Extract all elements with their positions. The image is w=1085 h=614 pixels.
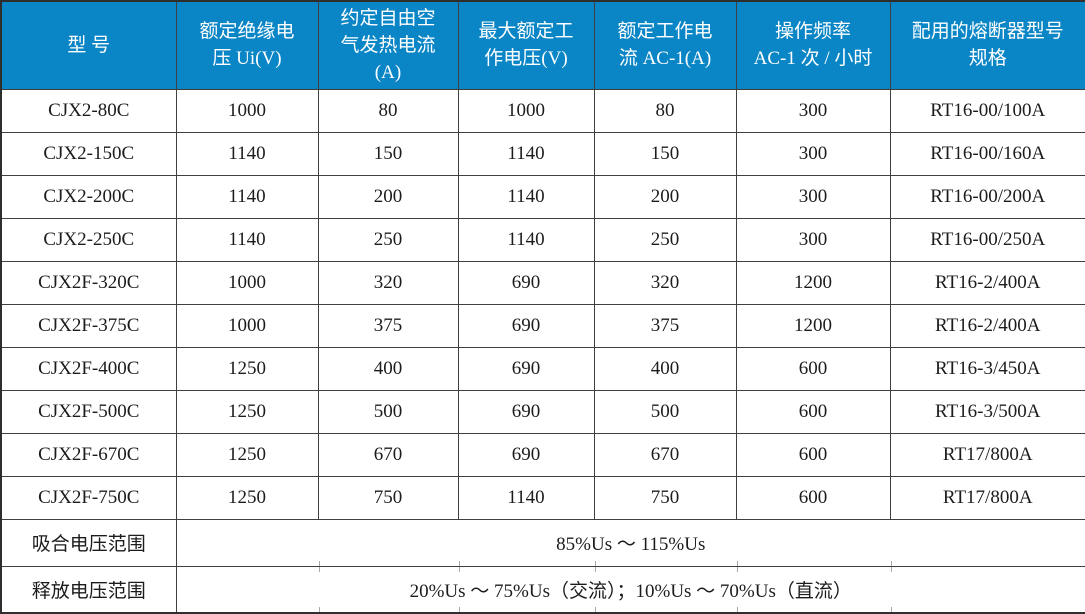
cell-rated-insulation-voltage: 1140 <box>175 174 319 219</box>
cell-model: CJX2-80C <box>0 88 177 133</box>
cell-model: CJX2-250C <box>0 217 177 262</box>
footer-row-release-voltage-range: 释放电压范围 20%Us ～ 75%Us（交流）；10%Us ～ 70%Us（直… <box>0 565 1085 614</box>
cell-model: CJX2F-375C <box>0 303 177 348</box>
cell-model: CJX2F-320C <box>0 260 177 305</box>
cell-rated-insulation-voltage: 1250 <box>175 432 319 477</box>
cell-fuse-spec: RT16-00/100A <box>889 88 1085 133</box>
header-cell-rated-insulation-voltage: 额定绝缘电 压 Ui(V) <box>175 0 319 90</box>
cell-model: CJX2-150C <box>0 131 177 176</box>
table-body: CJX2-80C 1000 80 1000 80 300 RT16-00/100A CJX2-… <box>0 88 1085 614</box>
cell-free-air-thermal-current: 320 <box>317 260 459 305</box>
cell-free-air-thermal-current: 150 <box>317 131 459 176</box>
cell-free-air-thermal-current: 750 <box>317 475 459 520</box>
header-cell-fuse-spec: 配用的熔断器型号 规格 <box>889 0 1085 90</box>
cell-model: CJX2F-500C <box>0 389 177 434</box>
cell-rated-insulation-voltage: 1140 <box>175 217 319 262</box>
header-cell-free-air-thermal-current: 约定自由空 气发热电流 (A) <box>317 0 459 90</box>
table-header: 型 号 额定绝缘电 压 Ui(V) 约定自由空 气发热电流 (A) 最大额定工 … <box>0 0 1085 90</box>
footer-value-pickup-voltage-range: 85%Us ～ 115%Us <box>175 518 1085 567</box>
cell-free-air-thermal-current: 80 <box>317 88 459 133</box>
table-row: CJX2F-500C 1250 500 690 500 600 RT16-3/500A <box>0 389 1085 434</box>
cell-rated-insulation-voltage: 1250 <box>175 475 319 520</box>
footer-value-release-voltage-range: 20%Us ～ 75%Us（交流）；10%Us ～ 70%Us（直流） <box>175 565 1085 614</box>
cell-rated-working-current: 200 <box>593 174 737 219</box>
cell-rated-working-current: 750 <box>593 475 737 520</box>
table-row: CJX2-150C 1140 150 1140 150 300 RT16-00/160A <box>0 131 1085 176</box>
cell-fuse-spec: RT16-2/400A <box>889 303 1085 348</box>
cell-rated-working-current: 320 <box>593 260 737 305</box>
cell-free-air-thermal-current: 400 <box>317 346 459 391</box>
cell-fuse-spec: RT16-00/160A <box>889 131 1085 176</box>
table-row: CJX2F-750C 1250 750 1140 750 600 RT17/800A <box>0 475 1085 520</box>
cell-fuse-spec: RT16-3/450A <box>889 346 1085 391</box>
cell-max-rated-working-voltage: 690 <box>457 346 595 391</box>
header-row: 型 号 额定绝缘电 压 Ui(V) 约定自由空 气发热电流 (A) 最大额定工 … <box>0 0 1085 90</box>
cell-rated-insulation-voltage: 1000 <box>175 260 319 305</box>
cell-operating-frequency: 300 <box>735 131 891 176</box>
cell-rated-working-current: 400 <box>593 346 737 391</box>
cell-operating-frequency: 600 <box>735 475 891 520</box>
cell-fuse-spec: RT16-00/250A <box>889 217 1085 262</box>
cell-operating-frequency: 300 <box>735 217 891 262</box>
cell-rated-insulation-voltage: 1000 <box>175 303 319 348</box>
cell-fuse-spec: RT17/800A <box>889 432 1085 477</box>
cell-operating-frequency: 600 <box>735 346 891 391</box>
footer-label-pickup-voltage-range: 吸合电压范围 <box>0 518 177 567</box>
table-row: CJX2F-375C 1000 375 690 375 1200 RT16-2/400A <box>0 303 1085 348</box>
cell-rated-working-current: 375 <box>593 303 737 348</box>
cell-model: CJX2F-670C <box>0 432 177 477</box>
cell-model: CJX2F-400C <box>0 346 177 391</box>
cell-fuse-spec: RT17/800A <box>889 475 1085 520</box>
cell-max-rated-working-voltage: 1140 <box>457 174 595 219</box>
cell-operating-frequency: 300 <box>735 174 891 219</box>
cell-max-rated-working-voltage: 690 <box>457 432 595 477</box>
cell-fuse-spec: RT16-2/400A <box>889 260 1085 305</box>
table-row: CJX2-200C 1140 200 1140 200 300 RT16-00/200A <box>0 174 1085 219</box>
cell-max-rated-working-voltage: 1140 <box>457 131 595 176</box>
cell-rated-insulation-voltage: 1250 <box>175 389 319 434</box>
cell-rated-insulation-voltage: 1000 <box>175 88 319 133</box>
cell-free-air-thermal-current: 500 <box>317 389 459 434</box>
cell-max-rated-working-voltage: 690 <box>457 389 595 434</box>
cell-rated-working-current: 500 <box>593 389 737 434</box>
header-cell-max-rated-working-voltage: 最大额定工 作电压(V) <box>457 0 595 90</box>
table-row: CJX2-250C 1140 250 1140 250 300 RT16-00/250A <box>0 217 1085 262</box>
table-row: CJX2F-670C 1250 670 690 670 600 RT17/800A <box>0 432 1085 477</box>
cell-model: CJX2F-750C <box>0 475 177 520</box>
cell-max-rated-working-voltage: 1140 <box>457 475 595 520</box>
cell-operating-frequency: 1200 <box>735 260 891 305</box>
table-row: CJX2-80C 1000 80 1000 80 300 RT16-00/100A <box>0 88 1085 133</box>
cell-rated-working-current: 150 <box>593 131 737 176</box>
table-row: CJX2F-400C 1250 400 690 400 600 RT16-3/450A <box>0 346 1085 391</box>
cell-operating-frequency: 600 <box>735 432 891 477</box>
table-row: CJX2F-320C 1000 320 690 320 1200 RT16-2/400A <box>0 260 1085 305</box>
cell-rated-insulation-voltage: 1140 <box>175 131 319 176</box>
cell-free-air-thermal-current: 670 <box>317 432 459 477</box>
cell-free-air-thermal-current: 375 <box>317 303 459 348</box>
header-cell-rated-working-current: 额定工作电 流 AC-1(A) <box>593 0 737 90</box>
cell-max-rated-working-voltage: 1140 <box>457 217 595 262</box>
cell-free-air-thermal-current: 200 <box>317 174 459 219</box>
cell-max-rated-working-voltage: 1000 <box>457 88 595 133</box>
cell-free-air-thermal-current: 250 <box>317 217 459 262</box>
footer-row-pickup-voltage-range: 吸合电压范围 85%Us ～ 115%Us <box>0 518 1085 567</box>
cell-fuse-spec: RT16-3/500A <box>889 389 1085 434</box>
header-cell-model: 型 号 <box>0 0 177 90</box>
cell-operating-frequency: 600 <box>735 389 891 434</box>
footer-label-release-voltage-range: 释放电压范围 <box>0 565 177 614</box>
cell-rated-insulation-voltage: 1250 <box>175 346 319 391</box>
header-cell-operating-frequency: 操作频率 AC-1 次 / 小时 <box>735 0 891 90</box>
cell-max-rated-working-voltage: 690 <box>457 303 595 348</box>
cell-fuse-spec: RT16-00/200A <box>889 174 1085 219</box>
cell-operating-frequency: 300 <box>735 88 891 133</box>
cell-max-rated-working-voltage: 690 <box>457 260 595 305</box>
cell-rated-working-current: 670 <box>593 432 737 477</box>
cell-operating-frequency: 1200 <box>735 303 891 348</box>
cell-rated-working-current: 250 <box>593 217 737 262</box>
cell-rated-working-current: 80 <box>593 88 737 133</box>
cell-model: CJX2-200C <box>0 174 177 219</box>
